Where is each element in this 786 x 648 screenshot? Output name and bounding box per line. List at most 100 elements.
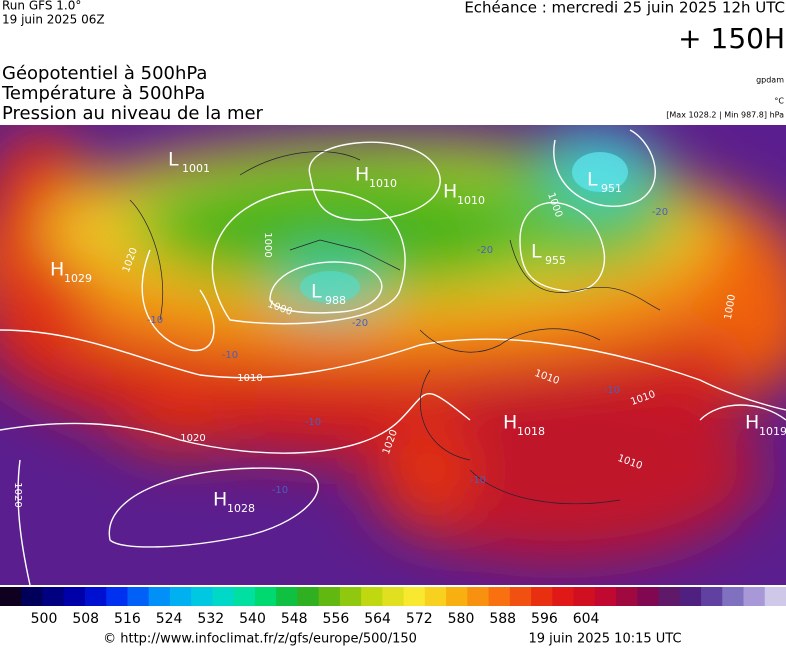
colorbar-swatch — [424, 587, 447, 606]
unit: °C — [774, 97, 784, 106]
temperature-label: -20 — [352, 318, 368, 329]
colorbar-swatch — [148, 587, 171, 606]
temperature-label: -20 — [477, 245, 493, 256]
run: Run GFS 1.0° — [2, 0, 81, 13]
center-value: 951 — [601, 182, 622, 195]
temperature-label: -20 — [652, 207, 668, 218]
unit: gpdam — [756, 76, 784, 85]
colorbar-swatch — [361, 587, 383, 606]
colorbar-swatch — [382, 587, 405, 606]
center-letter: L — [587, 169, 598, 191]
center-letter: L — [531, 241, 542, 263]
colorbar-swatch — [191, 587, 213, 606]
center-value: 1010 — [457, 194, 485, 207]
colorbar-label: 524 — [156, 611, 183, 627]
center-value: 1010 — [369, 177, 397, 190]
center-letter: H — [355, 164, 369, 186]
isobar-label: 1020 — [180, 433, 205, 444]
colorbar-label: 556 — [323, 611, 350, 627]
run-date: 19 juin 2025 06Z — [2, 13, 105, 27]
colorbar-swatch — [339, 587, 362, 606]
colorbar-label: 580 — [448, 611, 475, 627]
colorbar-label: 508 — [72, 611, 99, 627]
colorbar-label: 604 — [573, 611, 600, 627]
colorbar-swatch — [573, 587, 596, 606]
colorbar-swatch — [764, 587, 786, 606]
colorbar-label: 588 — [489, 611, 516, 627]
center-value: 1018 — [517, 425, 545, 438]
center-letter: H — [745, 412, 759, 434]
title: Température à 500hPa — [1, 83, 205, 104]
center-letter: H — [443, 181, 457, 203]
center-value: 1019 — [759, 425, 786, 438]
colorbar-swatch — [84, 587, 107, 606]
colorbar-label: 572 — [406, 611, 433, 627]
map — [0, 125, 786, 585]
colorbar-swatch — [233, 587, 256, 606]
center-value: 955 — [545, 254, 566, 267]
colorbar-swatch — [722, 587, 745, 606]
colorbar-label: 596 — [531, 611, 558, 627]
center-letter: H — [213, 489, 227, 511]
colorbar-swatch — [531, 587, 553, 606]
isobar-label: 1000 — [262, 232, 273, 257]
colorbar-swatch — [254, 587, 277, 606]
lead-time: + 150H — [678, 22, 785, 55]
title: Pression au niveau de la mer — [2, 103, 264, 124]
isobar-label: 1010 — [237, 373, 262, 384]
echeance: Echéance : mercredi 25 juin 2025 12h UTC — [464, 0, 785, 17]
colorbar-swatch — [467, 587, 490, 606]
temperature-label: -10 — [272, 485, 288, 496]
colorbar-swatch — [318, 587, 341, 606]
colorbar-swatch — [0, 587, 22, 606]
colorbar-swatch — [403, 587, 426, 606]
colorbar-swatch — [127, 587, 150, 606]
colorbar-swatch — [106, 587, 128, 606]
isobar-label: 1020 — [12, 482, 23, 507]
colorbar-swatch — [743, 587, 766, 606]
center-value: 1029 — [64, 272, 92, 285]
isobar-label: 1000 — [723, 294, 738, 321]
center-letter: H — [50, 259, 64, 281]
colorbar-label: 564 — [364, 611, 391, 627]
temperature-label: -10 — [305, 417, 321, 428]
center-letter: L — [311, 281, 322, 303]
colorbar-swatch — [21, 587, 43, 606]
title: Géopotentiel à 500hPa — [2, 63, 207, 84]
colorbar-swatch — [552, 587, 575, 606]
colorbar-label: 516 — [114, 611, 141, 627]
colorbar-label: 532 — [197, 611, 224, 627]
colorbar-swatch — [42, 587, 65, 606]
colorbar-swatch — [701, 587, 723, 606]
colorbar-swatch — [679, 587, 702, 606]
colorbar-swatch — [446, 587, 468, 606]
temperature-label: -10 — [147, 315, 163, 326]
colorbar-swatch — [276, 587, 298, 606]
temperature-label: -10 — [222, 350, 238, 361]
source-url: © http://www.infoclimat.fr/z/gfs/europe/… — [103, 632, 417, 647]
pressure-range: [Max 1028.2 | Min 987.8] hPa — [666, 111, 784, 120]
center-value: 988 — [325, 294, 346, 307]
colorbar-swatch — [488, 587, 511, 606]
colorbar-swatch — [169, 587, 192, 606]
colorbar-swatch — [637, 587, 660, 606]
colorbar-label: 540 — [239, 611, 266, 627]
colorbar-swatch — [509, 587, 532, 606]
timestamp: 19 juin 2025 10:15 UTC — [528, 632, 681, 647]
colorbar-swatch — [297, 587, 320, 606]
center-letter: H — [503, 412, 517, 434]
colorbar-swatch — [658, 587, 681, 606]
center-letter: L — [168, 149, 179, 171]
temperature-label: -10 — [470, 475, 486, 486]
colorbar: 500 508 516 524 532 540 548 556 564 572 580 588 596 6… — [0, 587, 786, 627]
colorbar-swatch — [616, 587, 638, 606]
colorbar-swatch — [212, 587, 235, 606]
center-value: 1028 — [227, 502, 255, 515]
colorbar-swatch — [594, 587, 617, 606]
center-value: 1001 — [182, 162, 210, 175]
colorbar-swatch — [63, 587, 86, 606]
temperature-label: -10 — [604, 385, 620, 396]
colorbar-label: 500 — [31, 611, 58, 627]
colorbar-label: 548 — [281, 611, 308, 627]
